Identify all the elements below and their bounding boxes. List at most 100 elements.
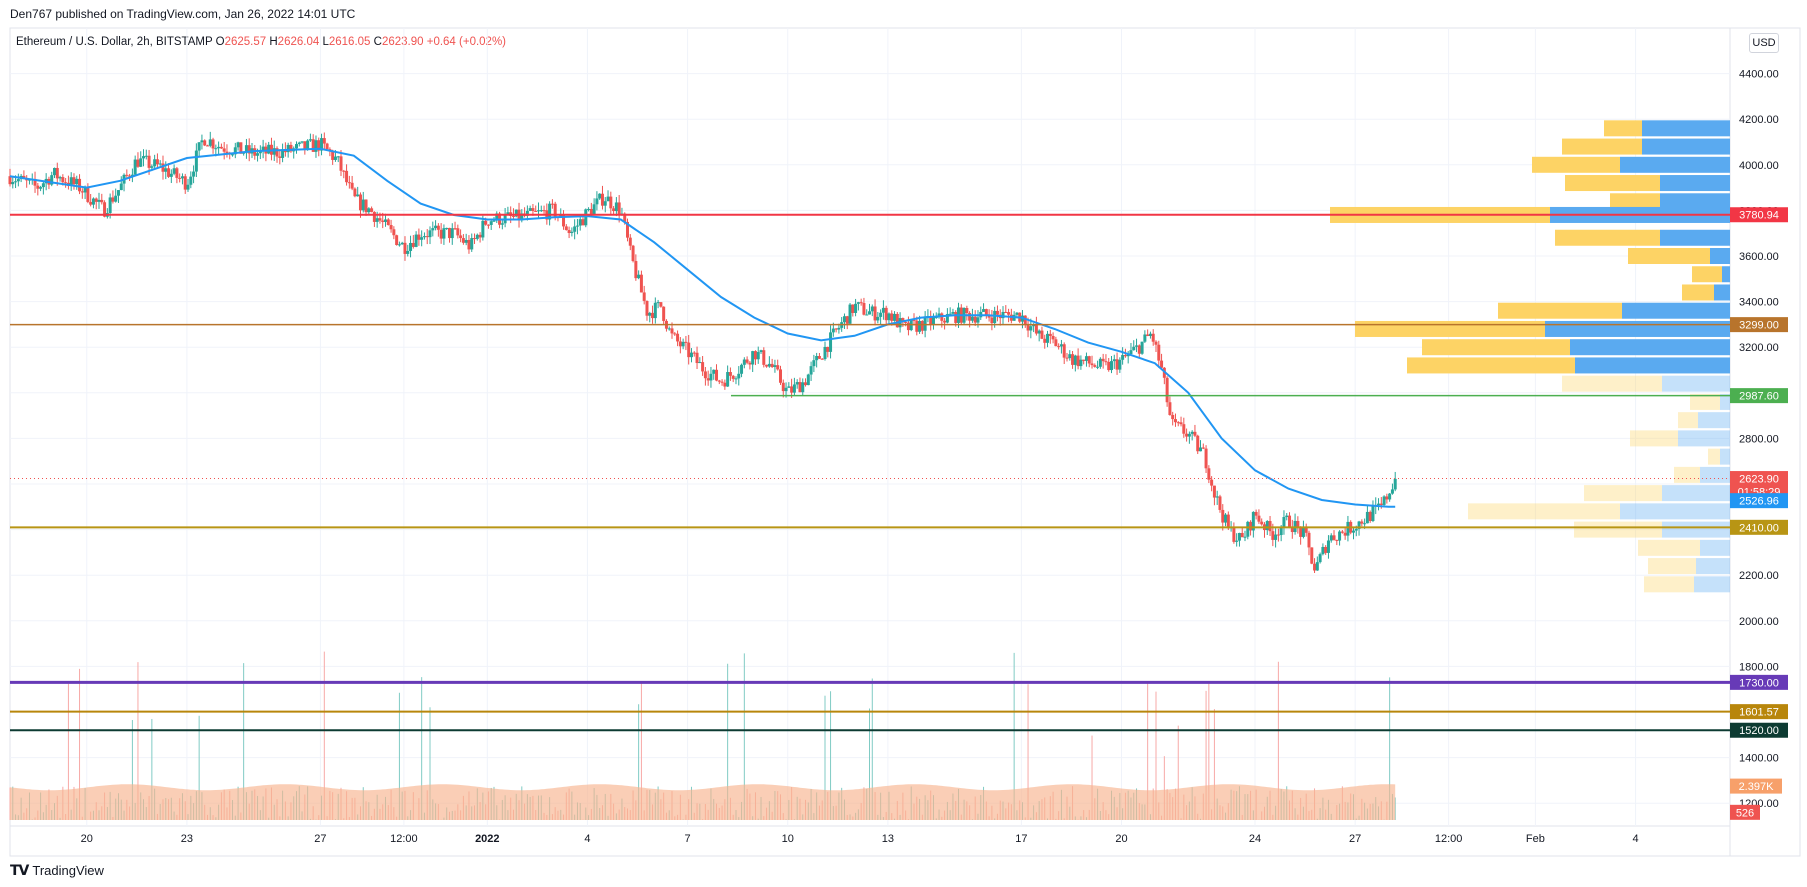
candle-body — [1349, 521, 1353, 533]
candle-body — [545, 210, 549, 220]
candle-body — [1104, 361, 1108, 363]
candle-body — [1393, 478, 1397, 490]
currency-button[interactable]: USD — [1749, 33, 1779, 53]
volume-profile-down — [1620, 156, 1730, 173]
candle-body — [792, 384, 796, 393]
candle-body — [53, 167, 57, 176]
volume-profile-down — [1678, 430, 1730, 447]
candle-body — [709, 373, 713, 381]
candle-body — [1207, 468, 1211, 480]
candle-body — [937, 313, 941, 318]
y-tick-label: 1200.00 — [1739, 798, 1779, 810]
candle-body — [1243, 536, 1247, 538]
candle-body — [623, 213, 627, 222]
candle-body — [225, 151, 229, 154]
candle-body — [1329, 535, 1333, 541]
candle-body — [247, 145, 251, 154]
candle-body — [192, 171, 196, 177]
candle-body — [575, 225, 579, 227]
level-label: 2987.60 — [1739, 391, 1779, 403]
candle-body — [283, 149, 287, 153]
candle-body — [1299, 527, 1303, 537]
candle-body — [130, 174, 134, 177]
candle-body — [1290, 527, 1294, 533]
candle-body — [1343, 532, 1347, 536]
level-tag — [1730, 704, 1788, 720]
chart-frame — [9, 27, 1801, 857]
candle-body — [1304, 527, 1308, 533]
symbol-name[interactable]: Ethereum / U.S. Dollar, 2h, BITSTAMP — [16, 36, 213, 48]
candle-body — [859, 302, 863, 304]
candle-body — [740, 364, 744, 374]
candle-body — [842, 316, 846, 323]
volume-profile-down — [1545, 320, 1730, 337]
candle-body — [311, 139, 315, 152]
volume-profile-up — [1628, 248, 1710, 264]
candle-body — [1210, 479, 1214, 486]
candle-body — [108, 197, 112, 214]
candle-body — [153, 159, 157, 167]
candle-body — [753, 351, 757, 360]
candle-body — [1090, 363, 1094, 366]
candle-body — [345, 170, 349, 183]
candle-body — [114, 195, 118, 202]
candle-body — [584, 209, 588, 226]
candle-body — [631, 245, 635, 262]
candle-body — [58, 177, 62, 179]
candle-body — [926, 315, 930, 317]
candle-body — [1377, 503, 1381, 505]
candle-body — [86, 186, 90, 202]
x-tick-label: Feb — [1526, 833, 1545, 845]
candle-body — [1135, 345, 1139, 347]
candle-body — [1390, 489, 1394, 494]
candle-body — [1137, 345, 1141, 354]
candle-body — [395, 235, 399, 246]
candle-body — [1260, 521, 1264, 525]
candle-body — [823, 346, 827, 360]
volume-profile-down — [1700, 539, 1730, 556]
candle-body — [158, 163, 162, 165]
candle-body — [39, 187, 43, 189]
candle-body — [589, 208, 593, 215]
volume-profile-down — [1570, 339, 1730, 356]
volume-profile-up — [1532, 156, 1620, 173]
candle-body — [550, 203, 554, 205]
candle-body — [1173, 419, 1177, 423]
candle-body — [692, 352, 696, 354]
candle-body — [901, 318, 905, 323]
candle-body — [1276, 534, 1280, 536]
candle-body — [934, 317, 938, 319]
candle-body — [1282, 517, 1286, 528]
candle-body — [681, 341, 685, 347]
last-price-countdown: 01:58:29 — [1738, 487, 1781, 499]
candle-body — [525, 210, 529, 216]
volume-profile-up — [1678, 412, 1698, 429]
candle-body — [742, 359, 746, 365]
y-tick-label: 4000.00 — [1739, 160, 1779, 172]
candle-body — [511, 215, 515, 217]
candle-body — [347, 182, 351, 184]
candle-body — [1249, 521, 1253, 531]
y-tick-label: 2400.00 — [1739, 525, 1779, 537]
candle-body — [1324, 546, 1328, 553]
candle-body — [94, 198, 98, 202]
y-tick-label: 2000.00 — [1739, 616, 1779, 628]
candle-body — [389, 225, 393, 230]
change-value: +0.64 (+0.02%) — [426, 36, 507, 48]
candle-body — [962, 307, 966, 323]
candle-body — [486, 224, 490, 226]
volume-profile-up — [1407, 357, 1575, 374]
candle-body — [1335, 539, 1339, 541]
tradingview-logo-icon[interactable]: 𝗧𝗩 — [10, 862, 29, 878]
brand-name[interactable]: TradingView — [32, 863, 104, 878]
close-value: 2623.90 — [381, 36, 424, 48]
volume-profile-up — [1630, 430, 1678, 447]
candle-body — [664, 320, 668, 329]
candle-body — [1237, 532, 1241, 541]
level-tag — [1730, 674, 1788, 690]
candle-body — [987, 314, 991, 318]
candle-body — [353, 188, 357, 197]
candle-body — [236, 142, 240, 148]
volume-profile-up — [1604, 120, 1642, 137]
